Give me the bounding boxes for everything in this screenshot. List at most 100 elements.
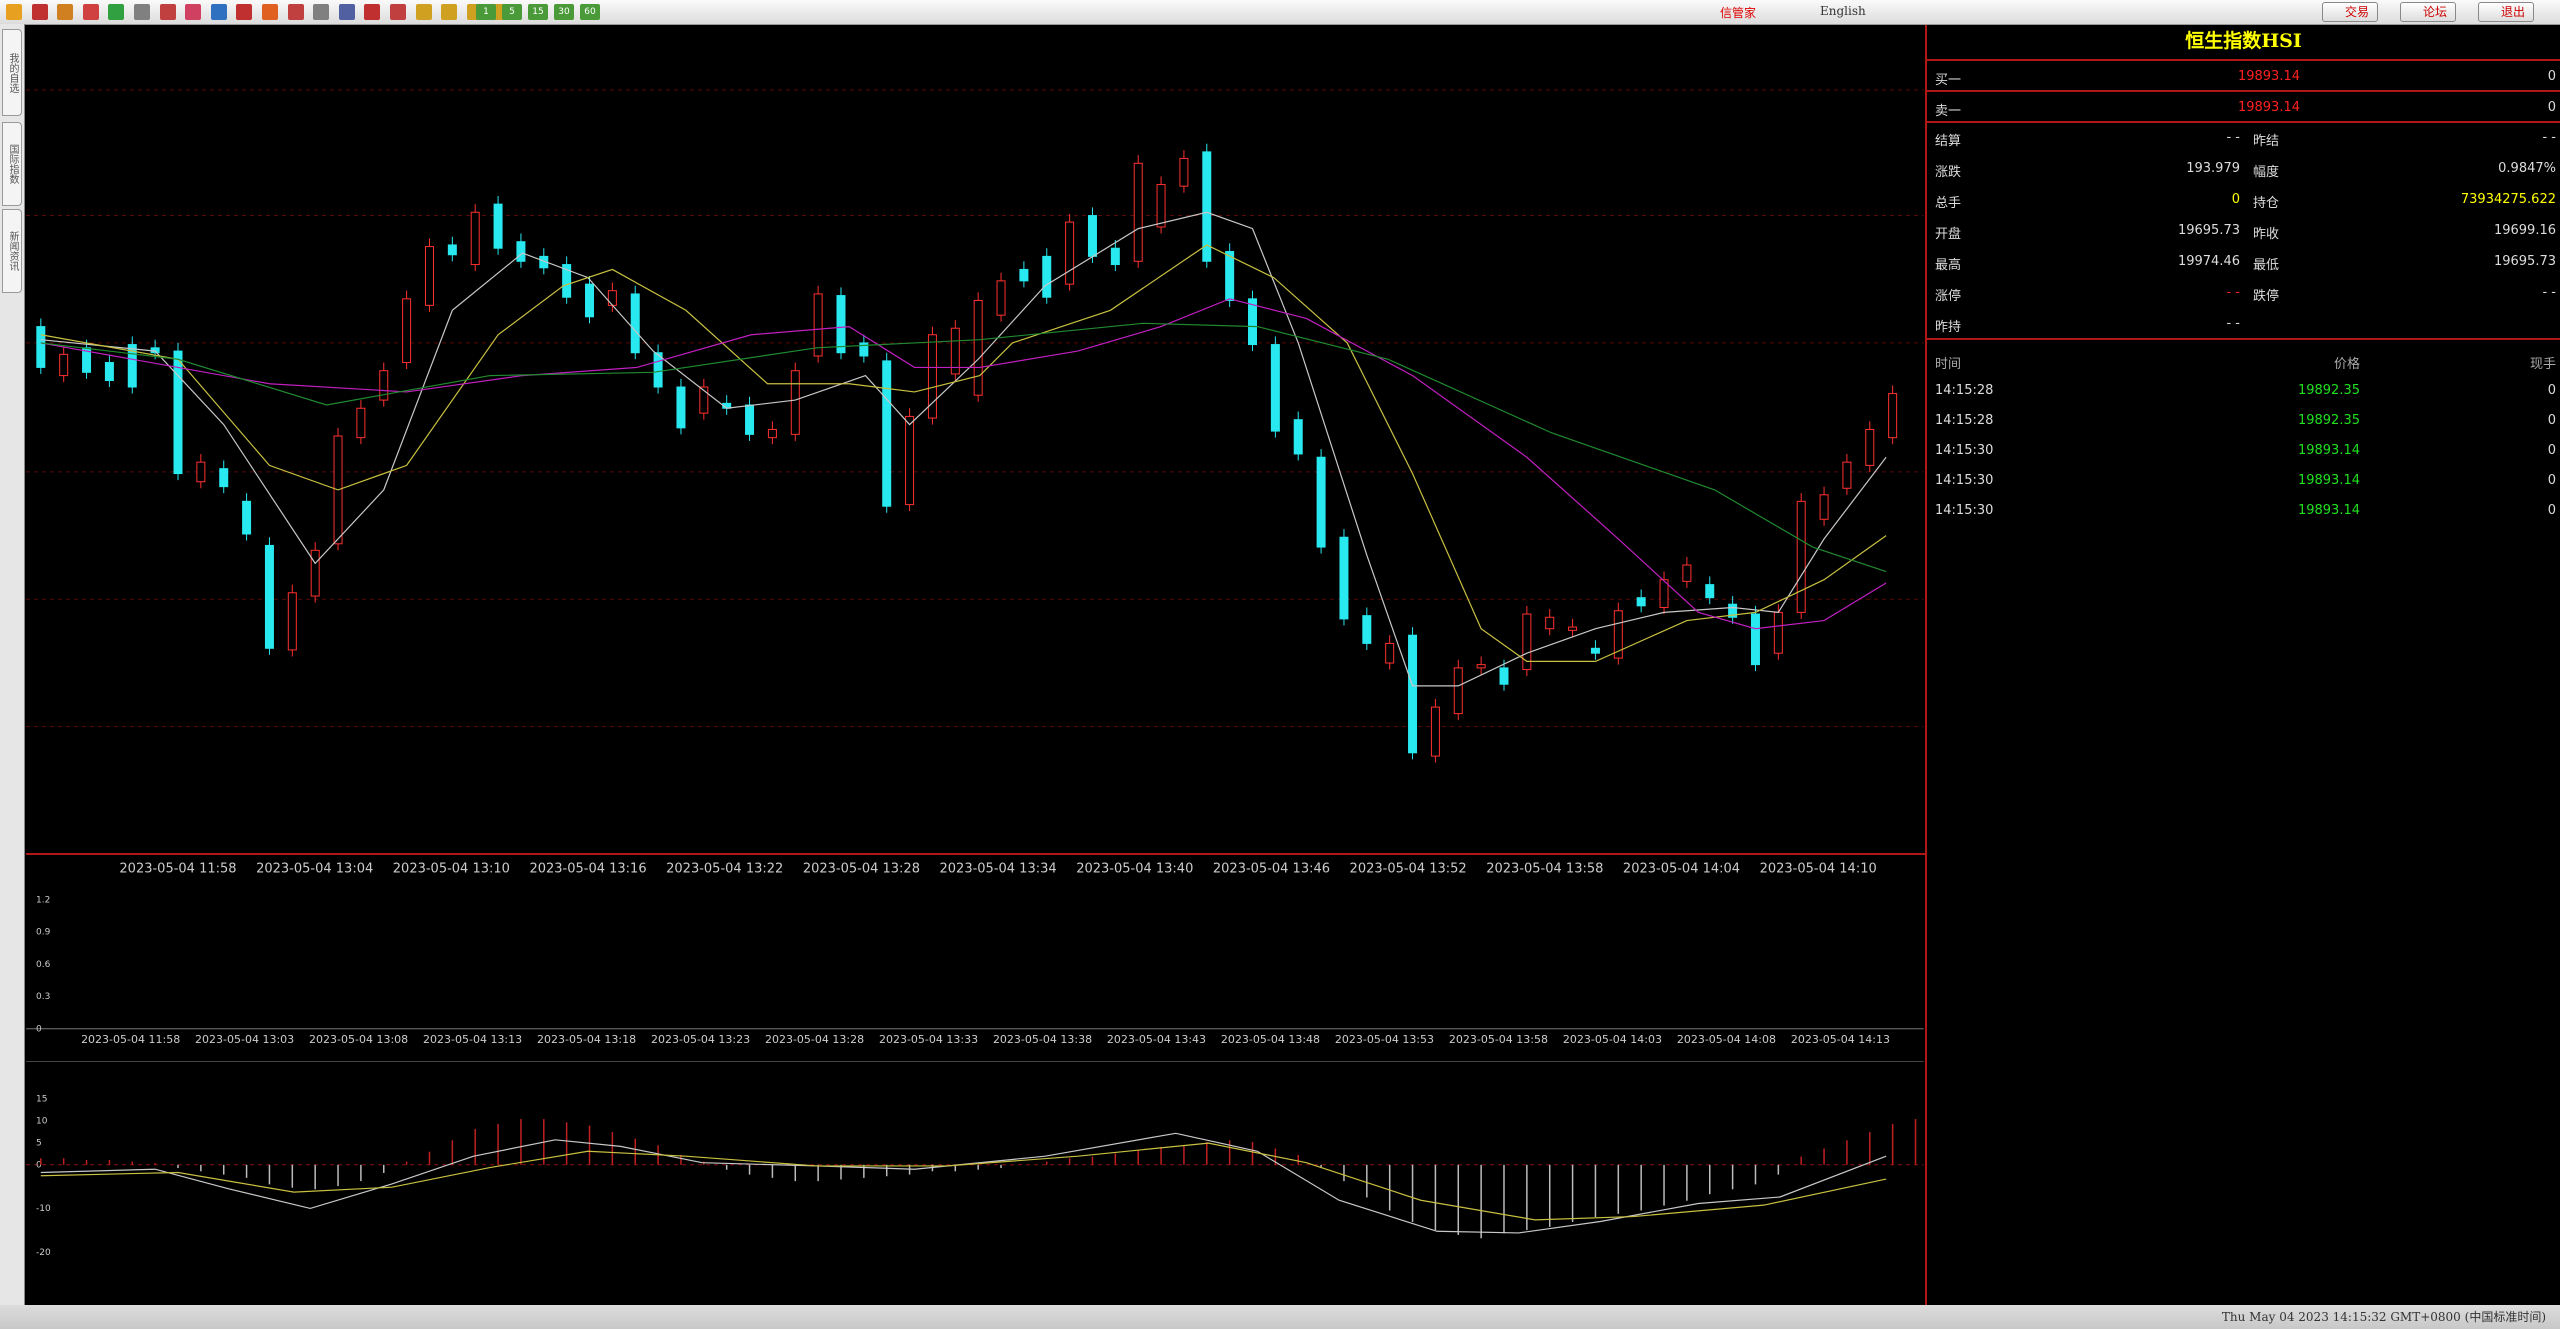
period-button[interactable]: 60 [580, 4, 600, 20]
stat-label: 开盘 [1935, 227, 1962, 242]
stat-label: 昨收 [2253, 227, 2280, 242]
stat-value: 19695.73 [2177, 223, 2240, 238]
stat-label: 最高 [1935, 258, 1962, 273]
x-tick-label: 2023-05-04 13:53 [1335, 1033, 1434, 1046]
trade-price: 19893.14 [2297, 473, 2360, 488]
candle-body [1110, 247, 1120, 266]
candle-body [1156, 184, 1166, 228]
ma-line [40, 211, 1887, 687]
tool-icon[interactable] [159, 4, 176, 20]
x-tick-label: 2023-05-04 13:28 [803, 861, 920, 876]
tool-icon[interactable] [236, 4, 253, 20]
y-tick-label: -20 [36, 1248, 51, 1258]
tool-icon[interactable] [338, 4, 355, 20]
candle-body [699, 386, 709, 414]
candle-body [1568, 626, 1578, 631]
tool-icon[interactable] [210, 4, 227, 20]
candle-body [653, 352, 663, 388]
candle-body [219, 468, 229, 488]
language-switch[interactable]: English [1820, 4, 1866, 18]
tool-icon[interactable] [82, 4, 99, 20]
tool-icon[interactable] [313, 4, 330, 20]
candle-body [973, 299, 983, 396]
candle-body [1590, 647, 1600, 654]
tool-icon[interactable] [185, 4, 202, 20]
candle-body [493, 203, 503, 249]
toolbar-button[interactable]: 退出 [2478, 2, 2535, 22]
trade-price: 19892.35 [2297, 383, 2360, 398]
tool-icon[interactable] [262, 4, 278, 20]
x-tick-label: 2023-05-04 13:38 [993, 1033, 1092, 1046]
trade-row: 14:15:30 19893.14 0 [1927, 496, 2560, 527]
candle-body [264, 544, 274, 649]
side-tab[interactable]: 国际指数 [2, 122, 22, 206]
toolbar-button[interactable]: 交易 [2322, 2, 2379, 22]
candle-body [104, 362, 114, 381]
candle-body [1773, 611, 1783, 654]
candle-body [1636, 597, 1646, 607]
stat-value: 19699.16 [2493, 223, 2556, 238]
candle-body [1408, 634, 1418, 754]
x-tick-label: 2023-05-04 13:40 [1076, 861, 1193, 876]
candle-body [1522, 613, 1532, 671]
stat-label: 涨停 [1935, 289, 1962, 304]
x-tick-label: 2023-05-04 14:08 [1677, 1033, 1776, 1046]
tool-icon[interactable] [364, 4, 381, 20]
stat-row: 最高 19974.46 最低 19695.73 [1927, 247, 2560, 278]
candle-body [59, 353, 69, 377]
clock: Thu May 04 2023 14:15:32 GMT+0800 (中国标准时… [2221, 1310, 2546, 1324]
side-tab[interactable]: 新闻资讯 [2, 209, 22, 293]
candle-body [1293, 419, 1303, 455]
stat-label: 幅度 [2253, 165, 2280, 180]
stat-value: 73934275.622 [2460, 192, 2556, 207]
candle-body [1613, 610, 1623, 659]
trade-row: 14:15:30 19893.14 0 [1927, 436, 2560, 467]
period-button[interactable]: 15 [528, 4, 548, 20]
tool-icon[interactable] [390, 4, 406, 20]
candle-body [1270, 344, 1280, 432]
stat-value: 19974.46 [2177, 254, 2240, 269]
tool-icon[interactable] [6, 4, 22, 20]
candle-body [1545, 616, 1555, 630]
x-tick-label: 2023-05-04 14:10 [1760, 861, 1877, 876]
link[interactable]: 信管家 [1720, 6, 1757, 20]
period-button[interactable]: 30 [554, 4, 574, 20]
stat-row: 总手 0 持仓 73934275.622 [1927, 185, 2560, 216]
stat-label: 结算 [1935, 134, 1962, 149]
tool-icon[interactable] [441, 4, 458, 20]
trade-volume: 0 [2547, 503, 2556, 518]
tool-icon[interactable] [415, 4, 432, 20]
y-tick-label: 15 [36, 1095, 47, 1105]
tool-icon[interactable] [287, 4, 304, 20]
candle-body [813, 293, 823, 357]
period-button[interactable]: 5 [502, 4, 522, 20]
x-tick-label: 2023-05-04 13:03 [195, 1033, 294, 1046]
trades-header: 时间 价格 现手 [1927, 346, 2560, 377]
candle-body [1476, 664, 1486, 669]
quote-panel: 恒生指数HSI 买一 19893.14 0 卖一 19893.14 0 结算 - - 昨结 - -… [1927, 24, 2560, 1305]
candle-body [1339, 536, 1349, 620]
period-button[interactable]: 1 [476, 4, 496, 20]
column-header: 价格 [2333, 357, 2360, 372]
tool-icon[interactable] [108, 4, 125, 20]
x-tick-label: 2023-05-04 13:34 [940, 861, 1057, 876]
depth-price: 19893.14 [2237, 69, 2300, 84]
depth-price: 19893.14 [2237, 100, 2300, 115]
tool-icon[interactable] [31, 4, 48, 20]
stat-label: 总手 [1935, 196, 1962, 211]
toolbar: 信管家 English 1 5 15 30 60 交易 论坛 退出 [0, 0, 2560, 25]
candle-body [196, 461, 206, 483]
candle-body [1819, 494, 1829, 520]
x-tick-label: 2023-05-04 13:33 [879, 1033, 978, 1046]
tool-icon[interactable] [134, 4, 150, 20]
trade-volume: 0 [2547, 473, 2556, 488]
candle-body [745, 404, 755, 435]
x-tick-label: 2023-05-04 13:48 [1221, 1033, 1320, 1046]
stat-row: 结算 - - 昨结 - - [1927, 123, 2560, 154]
side-tab[interactable]: 我的自选 [2, 29, 22, 116]
trade-volume: 0 [2547, 383, 2556, 398]
stat-label: 最低 [2253, 258, 2280, 273]
tool-icon[interactable] [57, 4, 74, 20]
toolbar-button[interactable]: 论坛 [2400, 2, 2457, 22]
trade-price: 19893.14 [2297, 443, 2360, 458]
